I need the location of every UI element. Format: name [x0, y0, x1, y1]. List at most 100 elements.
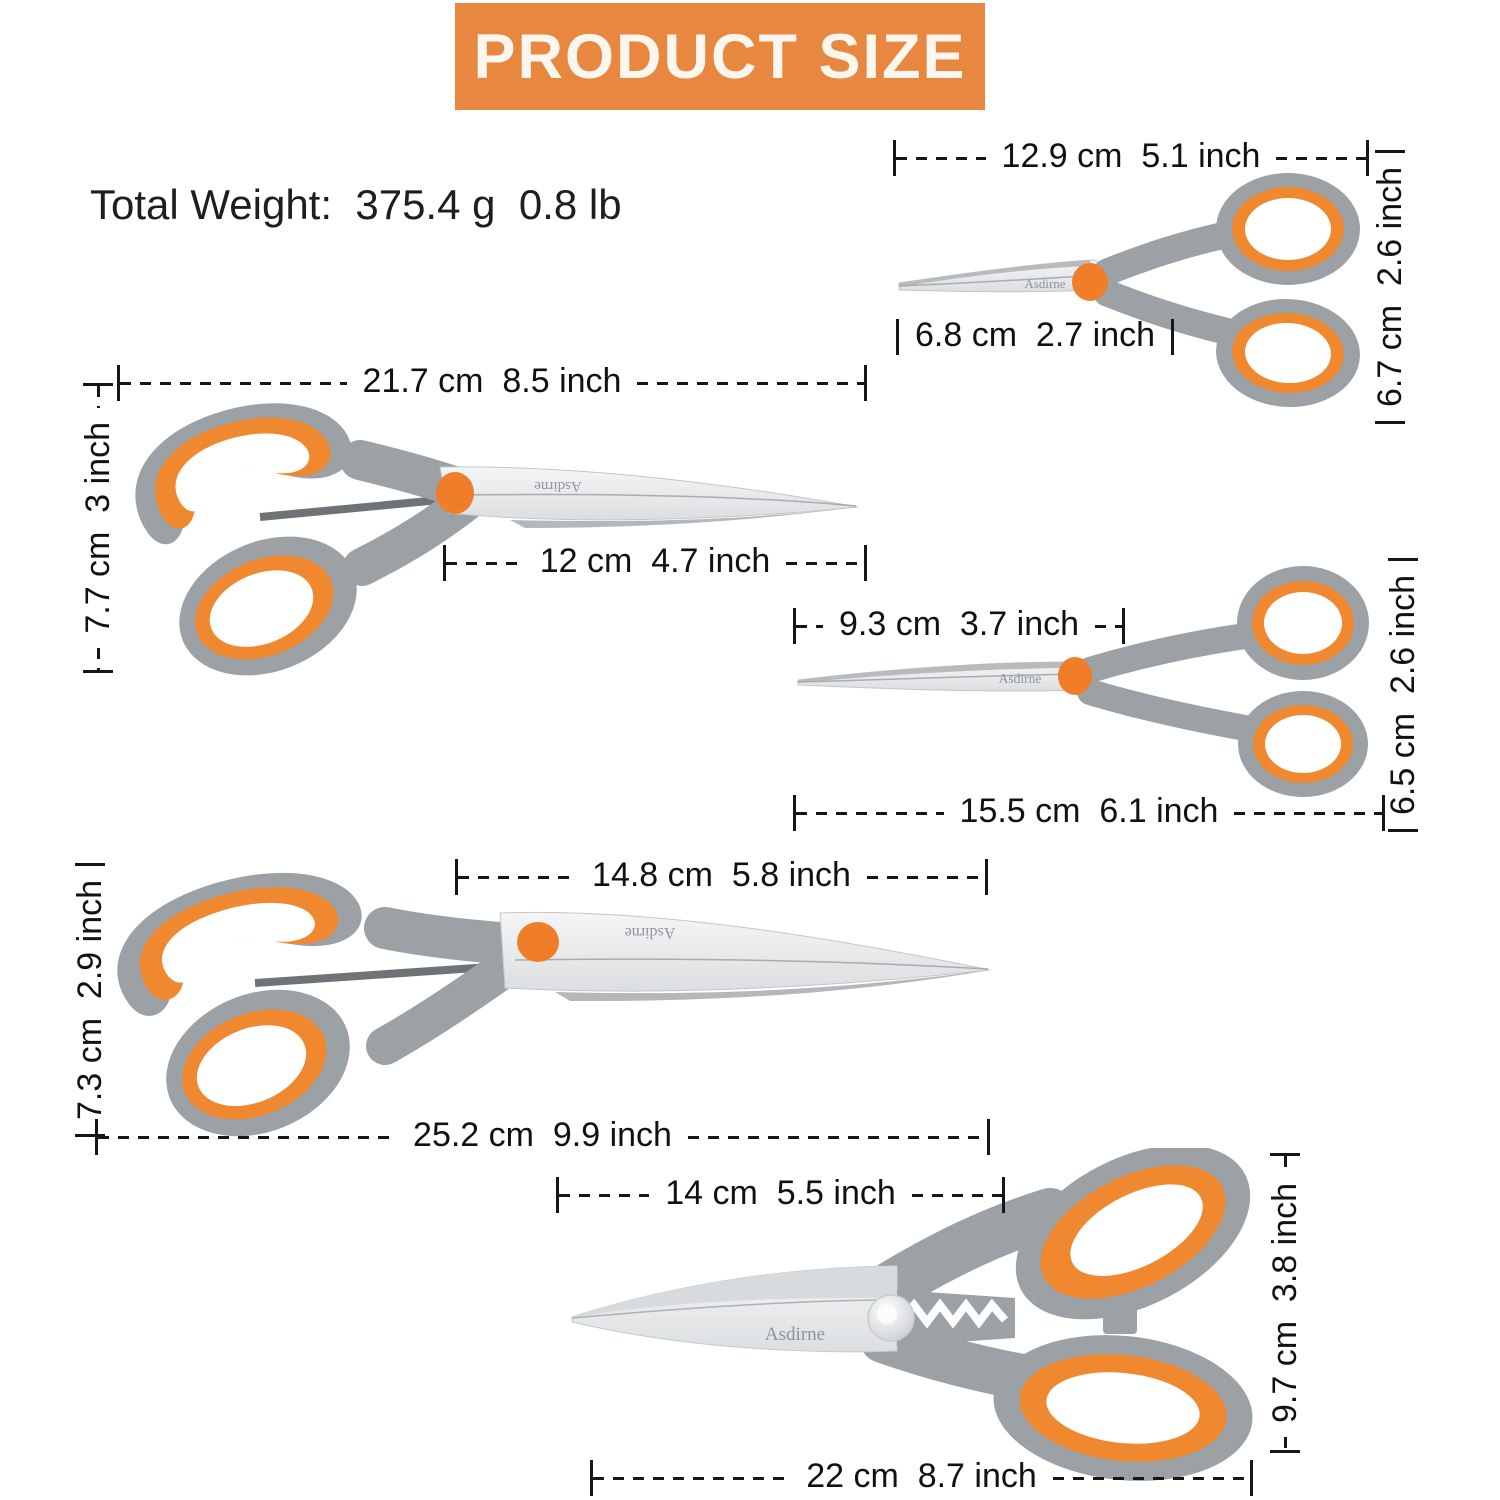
pivot-screw [1072, 263, 1108, 301]
dim-8-5-blade: 12 cm 4.7 inch [443, 542, 867, 581]
upper-handle [1015, 1148, 1251, 1320]
dim-shears-blade: 14 cm 5.5 inch [556, 1174, 1005, 1213]
dim-tick [1171, 319, 1175, 355]
scissors-8-5-image: Asdirne [119, 385, 859, 676]
dim-tick [590, 1460, 593, 1496]
dim-label: 12 cm 4.7 inch [539, 542, 771, 580]
dim-tick [1375, 421, 1405, 425]
dim-tick [793, 608, 796, 644]
total-weight-label: Total Weight: 375.4 g 0.8 lb [90, 181, 622, 228]
dim-tick [1382, 795, 1386, 831]
dim-dash [1095, 624, 1123, 628]
small-scissors-image: Asdirne [898, 173, 1360, 408]
dim-tick [793, 795, 796, 831]
dim-label: 7.7 cm 3 inch [79, 422, 117, 634]
dim-dash [593, 1476, 791, 1480]
dim-label: 6.8 cm 2.7 inch [915, 316, 1156, 354]
dim-dash [446, 561, 524, 565]
dim-dash [458, 875, 577, 879]
serration-teeth [897, 1298, 1009, 1329]
lower-handle [1216, 298, 1360, 408]
dim-small-blade: 6.8 cm 2.7 inch [896, 318, 1175, 355]
dim-label: 6.7 cm 2.6 inch [1371, 167, 1409, 408]
pivot-screw [436, 472, 474, 514]
dim-tick [864, 545, 867, 581]
upper-handle [101, 858, 374, 1022]
dim-label: 14 cm 5.5 inch [665, 1174, 896, 1212]
lower-shank [1093, 279, 1239, 345]
blade-tang [254, 962, 506, 987]
dim-dash [687, 1135, 988, 1139]
blade [439, 466, 859, 521]
lower-shank [1077, 679, 1258, 741]
scissors-6-1-image: Asdirne [797, 566, 1369, 797]
dim-label: 25.2 cm 9.9 inch [413, 1116, 672, 1154]
upper-handle [1237, 566, 1369, 680]
dim-tick [1366, 140, 1370, 176]
dim-tick [83, 383, 113, 386]
banner: PRODUCT SIZE [455, 3, 985, 110]
dim-tick [896, 319, 899, 355]
dim-shears-height: 9.7 cm 3.8 inch [1265, 1153, 1305, 1454]
dim-tick [1375, 150, 1405, 153]
dim-6-1-blade: 9.3 cm 3.7 inch [793, 607, 1126, 644]
dim-dash [1283, 1156, 1287, 1169]
pivot-screw-highlight [877, 1304, 897, 1324]
dim-tick [455, 859, 458, 895]
dim-small-length: 12.9 cm 5.1 inch [893, 137, 1370, 176]
dim-dash [896, 156, 986, 160]
dim-9-9-height: 7.3 cm 2.9 inch [70, 863, 110, 1138]
brand-text: Asdirne [765, 1324, 825, 1345]
dim-tick [987, 1119, 991, 1155]
lower-handle [993, 1335, 1253, 1481]
brand-text: Asdirne [625, 924, 676, 941]
dim-label: 21.7 cm 8.5 inch [362, 362, 622, 400]
blade-seam [797, 673, 1081, 683]
dim-small-height: 6.7 cm 2.6 inch [1370, 150, 1410, 425]
blade-top-bevel [798, 662, 1066, 683]
dim-tick [75, 863, 105, 866]
scissors-9-9-image: Asdirne [101, 858, 991, 1137]
dim-tick [1388, 829, 1418, 833]
dim-dash [796, 811, 944, 815]
blade-seam [571, 1299, 898, 1319]
dim-tick [1388, 558, 1418, 561]
dim-dash [796, 624, 823, 628]
lower-handle [1238, 691, 1368, 797]
blade-bottom-bevel [510, 507, 858, 528]
dim-shears-length: 22 cm 8.7 inch [590, 1459, 1253, 1496]
banner-title: PRODUCT SIZE [473, 21, 967, 92]
dim-dash [1234, 811, 1383, 815]
kitchen-shears-image: Asdirne [571, 1148, 1253, 1481]
dim-dash [1276, 156, 1367, 160]
upper-shank [855, 1188, 1075, 1318]
dim-label: 14.8 cm 5.8 inch [592, 856, 851, 894]
dim-tick [1122, 608, 1126, 644]
dim-dash [866, 875, 986, 879]
dim-label: 7.3 cm 2.9 inch [71, 880, 109, 1121]
dim-dash [637, 381, 865, 385]
dim-tick [1270, 1450, 1300, 1454]
dim-6-1-height: 6.5 cm 2.6 inch [1383, 558, 1423, 833]
dim-label: 12.9 cm 5.1 inch [1001, 137, 1261, 175]
pivot-screw [1058, 657, 1092, 695]
dim-tick [1270, 1153, 1300, 1156]
dim-tick [864, 365, 868, 401]
upper-shank [1077, 623, 1258, 683]
blade [499, 911, 991, 992]
dim-tick [556, 1177, 559, 1213]
brand-text: Asdirne [1024, 276, 1065, 291]
dim-tick [1250, 1460, 1253, 1496]
dim-8-5-length: 21.7 cm 8.5 inch [117, 362, 868, 401]
dim-tick [75, 1134, 105, 1138]
dim-label: 9.7 cm 3.8 inch [1266, 1183, 1304, 1424]
lower-handle [166, 989, 350, 1137]
brand-text: Asdirne [999, 671, 1042, 686]
dim-dash [1283, 1437, 1287, 1451]
dim-9-9-blade: 14.8 cm 5.8 inch [455, 856, 989, 895]
blade-bottom-bevel [555, 970, 990, 1002]
dim-9-9-length: 25.2 cm 9.9 inch [95, 1116, 991, 1155]
dim-dash [1052, 1476, 1250, 1480]
dim-dash [786, 561, 864, 565]
